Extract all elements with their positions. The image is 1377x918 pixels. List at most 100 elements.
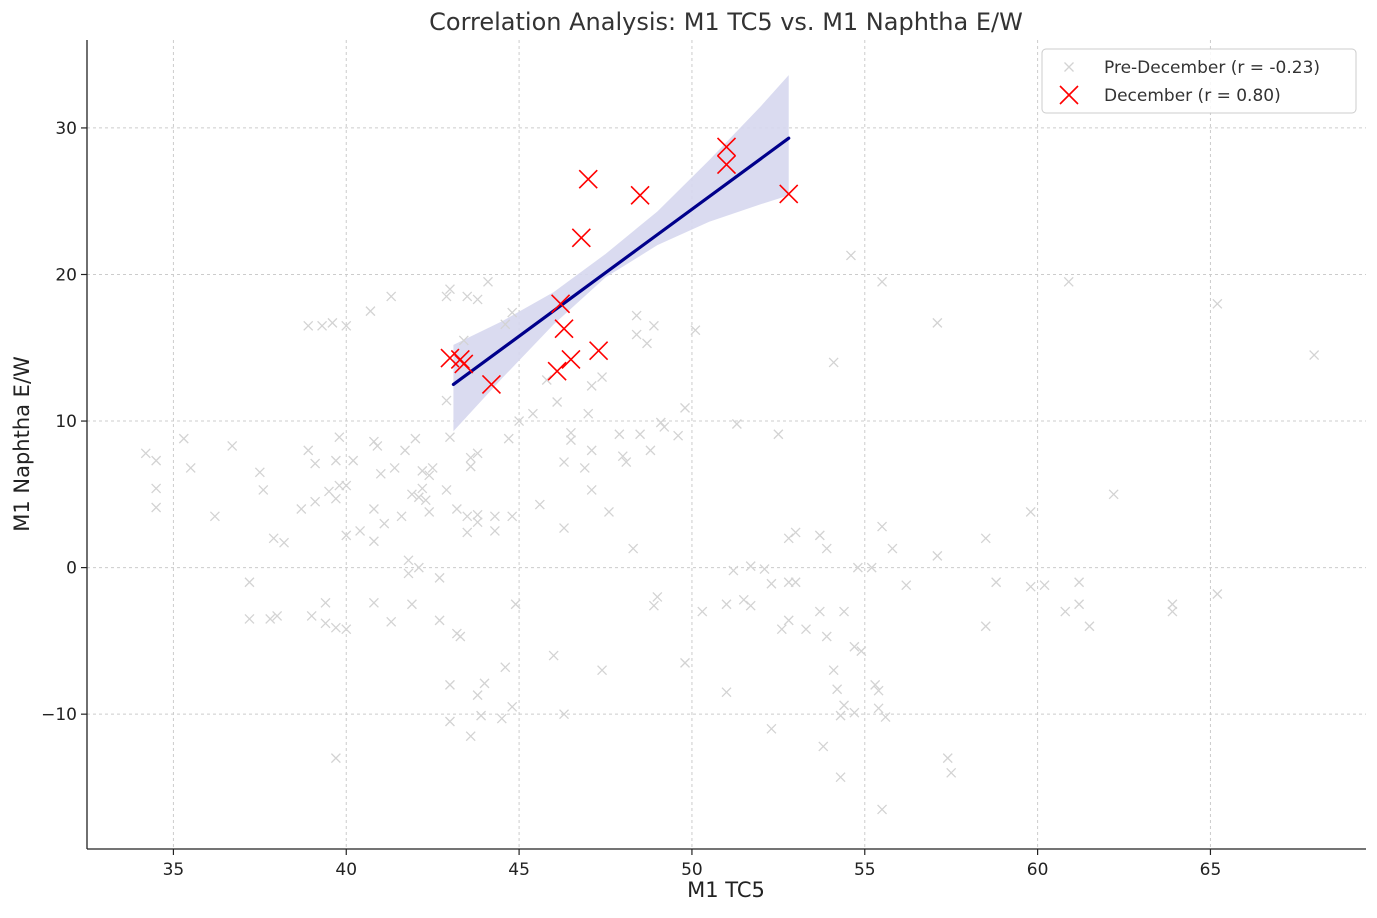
- pre-december-point: [483, 276, 493, 287]
- pre-december-point: [1063, 276, 1074, 287]
- y-tick-label: 0: [66, 559, 77, 579]
- pre-december-point: [334, 432, 345, 443]
- pre-december-point: [355, 526, 366, 536]
- pre-december-point: [365, 306, 376, 317]
- pre-december-point: [728, 565, 739, 576]
- pre-december-point: [427, 462, 438, 473]
- pre-december-point: [818, 741, 829, 752]
- pre-december-point: [151, 502, 162, 513]
- pre-december-point: [856, 646, 867, 657]
- pre-december-point: [444, 716, 455, 727]
- pre-december-point: [330, 753, 341, 764]
- pre-december-point: [303, 445, 314, 456]
- legend-x-pre-december: [1064, 62, 1074, 72]
- pre-december-point: [503, 433, 514, 444]
- pre-december-point: [783, 615, 794, 626]
- pre-december-point: [1074, 577, 1085, 588]
- pre-december-point: [417, 465, 428, 476]
- pre-december-point: [880, 712, 891, 723]
- pre-december-point: [873, 703, 884, 714]
- pre-december-point: [1039, 580, 1050, 591]
- pre-december-point: [462, 291, 473, 302]
- pre-december-point: [849, 707, 860, 718]
- pre-december-point: [821, 631, 832, 642]
- pre-december-point: [932, 550, 943, 561]
- legend-label-december: December (r = 0.80): [1104, 86, 1281, 106]
- pre-december-point: [244, 577, 255, 588]
- pre-december-point: [507, 701, 518, 712]
- pre-december-point: [410, 433, 421, 444]
- pre-december-point: [1025, 506, 1036, 517]
- pre-december-point: [327, 317, 338, 328]
- pre-december-point: [496, 713, 507, 724]
- pre-december-point: [586, 445, 597, 456]
- pre-december-point: [396, 511, 407, 522]
- pre-december-point: [500, 319, 511, 330]
- x-axis-ticks: 35 40 45 50 55 60 65: [163, 849, 1222, 880]
- x-tick-label: 60: [1027, 860, 1049, 880]
- pre-december-point: [1060, 606, 1071, 617]
- pre-december-point: [296, 504, 307, 514]
- pre-december-point: [434, 572, 445, 583]
- pre-december-point: [548, 650, 559, 661]
- pre-december-point: [614, 429, 625, 440]
- pre-december-point: [628, 543, 639, 554]
- pre-december-point: [559, 457, 569, 468]
- pre-december-point: [980, 533, 991, 544]
- pre-december-point: [372, 441, 383, 451]
- x-tick-label: 55: [854, 860, 876, 880]
- pre-december-point: [320, 597, 331, 608]
- pre-december-point: [659, 421, 670, 432]
- legend: Pre-December (r = -0.23) December (r = 0…: [1041, 48, 1357, 114]
- pre-december-point: [472, 448, 483, 459]
- pre-december-point: [209, 511, 220, 522]
- pre-december-point: [832, 684, 843, 695]
- legend-label-pre-december: Pre-December (r = -0.23): [1104, 58, 1320, 78]
- pre-december-point: [472, 509, 483, 520]
- pre-december-point: [458, 335, 469, 346]
- pre-december-point: [852, 562, 863, 573]
- pre-december-point: [258, 484, 269, 495]
- chart-title: Correlation Analysis: M1 TC5 vs. M1 Naph…: [429, 8, 1023, 36]
- pre-december-point: [500, 662, 511, 673]
- pre-december-point: [1108, 489, 1119, 500]
- pre-december-point: [877, 276, 888, 287]
- pre-december-point: [801, 624, 811, 635]
- pre-december-point: [507, 511, 518, 522]
- pre-december-point: [946, 767, 957, 778]
- pre-december-point: [887, 543, 898, 554]
- pre-december-point: [565, 427, 576, 438]
- pre-december-point: [441, 484, 452, 495]
- pre-december-point: [441, 395, 452, 406]
- pre-december-point: [462, 511, 473, 522]
- pre-december-point: [635, 429, 646, 440]
- pre-december-point: [814, 530, 825, 541]
- legend-box: [1041, 48, 1357, 114]
- pre-december-point: [731, 419, 742, 429]
- pre-december-point: [877, 521, 888, 532]
- pre-december-point: [379, 518, 390, 529]
- pre-december-point: [773, 429, 784, 440]
- pre-december-point: [330, 493, 341, 504]
- pre-december-point: [565, 435, 576, 446]
- pre-december-point: [341, 530, 352, 541]
- pre-december-point: [472, 690, 483, 701]
- pre-december-point: [583, 408, 594, 419]
- pre-december-point: [849, 641, 860, 652]
- pre-december-point: [814, 606, 825, 617]
- pre-december-point: [368, 504, 379, 514]
- x-tick-label: 65: [1200, 860, 1222, 880]
- pre-december-point: [866, 562, 877, 573]
- pre-december-point: [227, 441, 238, 451]
- pre-december-point: [403, 568, 414, 579]
- pre-december-point: [652, 591, 663, 602]
- pre-december-point: [680, 402, 690, 413]
- pre-december-point: [254, 467, 265, 478]
- pre-december-point: [413, 562, 424, 573]
- pre-december-point: [368, 436, 379, 447]
- pre-december-point: [403, 555, 414, 566]
- pre-december-point: [828, 357, 839, 368]
- pre-december-point: [839, 606, 849, 617]
- december-point: [578, 169, 598, 189]
- pre-december-point: [839, 700, 849, 711]
